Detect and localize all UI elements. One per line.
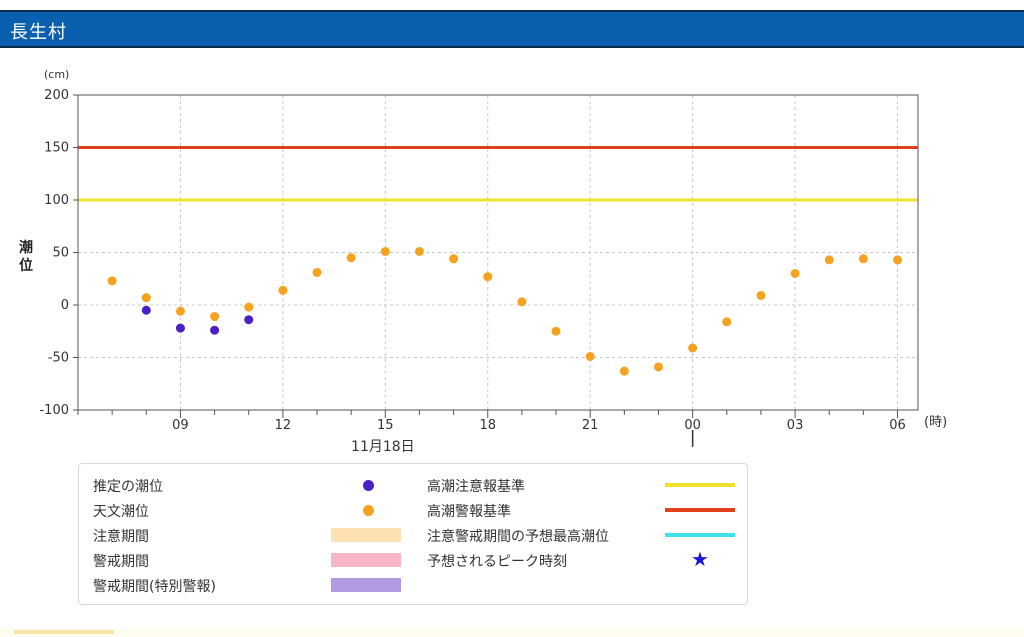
x-tick-label: 18 [479,418,496,433]
data-point [483,272,493,282]
legend-label: 注意警戒期間の予想最高潮位 [427,529,609,545]
y-axis-label-char: 位 [19,257,33,274]
legend-label: 警戒期間 [93,554,149,570]
reference-lines [78,146,918,202]
legend-label: 予想されるピーク時刻 [427,554,567,570]
tide-chart: 200 150 100 50 0 -50 -100 09 12 15 18 21 00 03 06 (cm… [19,68,947,455]
y-axis-label-char: 潮 [19,239,33,256]
y-tick-label: 100 [44,193,69,208]
chart-axes [73,94,919,447]
x-tick-label: 00 [684,418,701,433]
bottom-mark [14,630,114,634]
data-point [722,317,732,327]
legend-band-swatch [331,528,401,542]
legend-label: 注意期間 [93,529,149,545]
title-bar: 長生村 [0,10,1024,48]
date-label: 11月18日 [351,439,415,455]
chart-grid [78,95,918,410]
legend-label: 警戒期間(特別警報) [93,579,216,595]
data-point [278,285,288,295]
star-icon: ★ [691,547,709,571]
y-tick-label: -100 [39,403,69,418]
chart-legend: 推定の潮位天文潮位注意期間警戒期間警戒期間(特別警報) 高潮注意報基準 高潮警報基準… [78,463,748,605]
y-tick-label: 0 [61,298,69,313]
data-point [756,291,766,301]
legend-line-swatch [665,533,735,537]
x-unit-label: (時) [924,415,947,430]
y-tick-label: 150 [44,141,69,156]
data-point [346,253,356,263]
x-tick-label: 21 [582,418,599,433]
legend-label: 高潮注意報基準 [427,479,525,495]
data-point [141,293,151,303]
legend-band-swatch [331,578,401,592]
legend-label: 高潮警報基準 [427,504,511,520]
legend-band-swatch [331,553,401,567]
y-tick-label: 200 [44,88,69,103]
data-point [380,246,390,256]
data-point [107,276,117,286]
data-points [107,246,903,376]
legend-label: 天文潮位 [93,504,149,520]
data-point [858,254,868,264]
bottom-strip [0,628,1024,637]
data-point [619,366,629,376]
data-point [244,315,254,325]
legend-line-swatch [665,483,735,487]
x-tick-label: 15 [377,418,394,433]
data-point [551,326,561,336]
data-point [824,255,834,265]
data-point [653,362,663,372]
data-point [312,267,322,277]
data-point [585,351,595,361]
data-point [517,297,527,307]
data-point [210,312,220,322]
y-axis-label: 潮位 [19,239,33,274]
data-point [175,306,185,316]
data-point [244,302,254,312]
data-point [790,269,800,278]
data-point [688,343,698,353]
legend-label: 推定の潮位 [93,479,163,495]
y-unit-label: (cm) [44,68,69,81]
legend-line-swatch [665,508,735,512]
x-tick-label: 06 [889,418,906,433]
legend-dot-marker [363,505,374,516]
data-point [449,254,459,264]
data-point [175,323,185,333]
legend-dot-marker [363,480,374,491]
page-title: 長生村 [10,22,67,43]
x-tick-labels: 09 12 15 18 21 00 03 06 [172,418,906,433]
data-point [893,255,903,265]
y-tick-label: 50 [52,246,69,261]
data-point [210,325,220,335]
y-tick-label: -50 [48,351,69,366]
data-point [414,246,424,256]
x-tick-label: 09 [172,418,189,433]
y-tick-labels: 200 150 100 50 0 -50 -100 [39,88,69,418]
data-point [141,305,151,315]
x-tick-label: 12 [275,418,292,433]
x-tick-label: 03 [787,418,804,433]
